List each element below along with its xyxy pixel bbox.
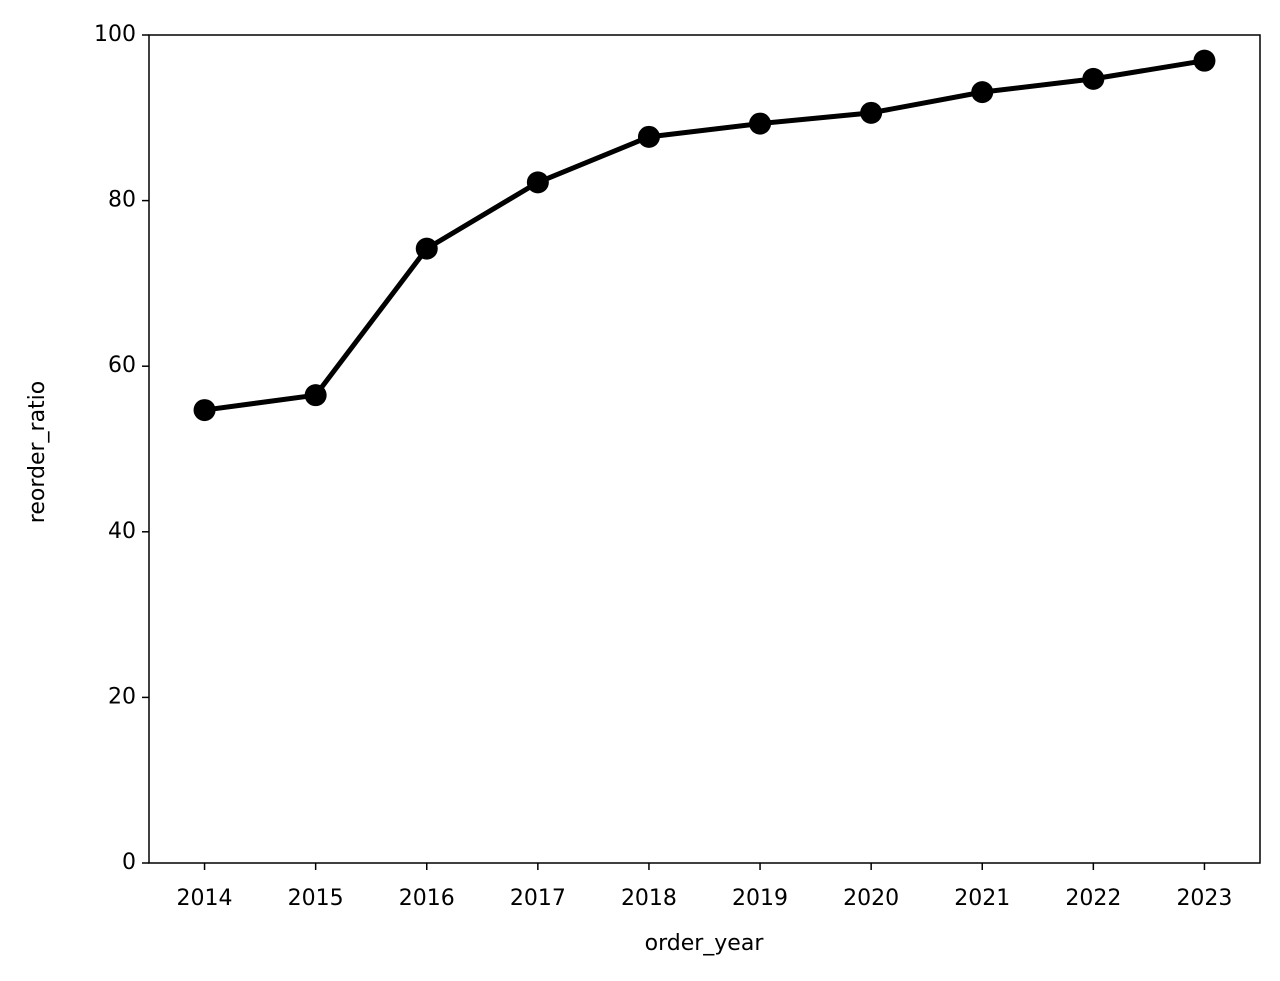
point	[1193, 49, 1216, 72]
point	[415, 237, 438, 260]
line	[204, 58, 1205, 413]
point	[971, 81, 994, 104]
point	[749, 112, 772, 135]
point	[860, 101, 883, 124]
x-tick-label: 2014	[177, 886, 233, 911]
point	[637, 125, 660, 148]
y-tick-label: 40	[108, 519, 136, 544]
y-axis-label: reorder_ratio	[25, 381, 50, 523]
x-tick-label: 2015	[288, 886, 344, 911]
point	[304, 384, 327, 407]
y-tick-label: 60	[108, 353, 136, 378]
y-tick-label: 80	[108, 188, 136, 213]
y-tick-label: 20	[108, 684, 136, 709]
x-tick-label: 2016	[399, 886, 455, 911]
plot-frame	[148, 34, 1261, 864]
x-axis-label: order_year	[645, 931, 765, 956]
x-tick-label: 2021	[954, 886, 1010, 911]
x-tick-label: 2022	[1065, 886, 1121, 911]
x-tick-label: 2020	[843, 886, 899, 911]
y-tick-label: 0	[122, 850, 136, 875]
x-tick-label: 2019	[732, 886, 788, 911]
y-tick-label: 100	[94, 22, 136, 47]
x-tick-label: 2018	[621, 886, 677, 911]
x-tick-label: 2017	[510, 886, 566, 911]
x-tick-label: 2023	[1176, 886, 1232, 911]
point	[1082, 67, 1105, 90]
point	[193, 399, 216, 422]
point	[526, 171, 549, 194]
